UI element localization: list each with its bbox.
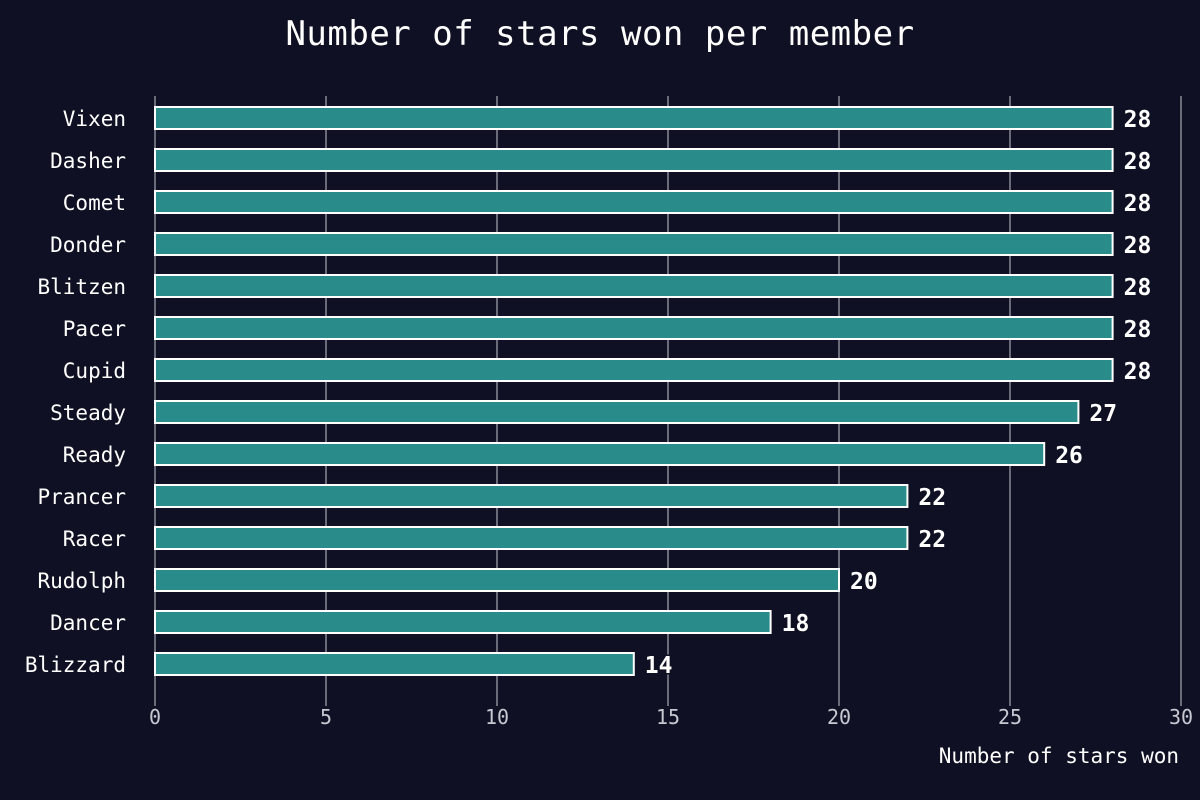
bar <box>154 652 635 676</box>
category-label: Donder <box>50 233 126 257</box>
value-label: 28 <box>1124 149 1152 175</box>
value-label: 20 <box>850 569 878 595</box>
x-tick-label: 15 <box>656 705 680 729</box>
chart-title: Number of stars won per member <box>285 14 915 54</box>
value-label: 18 <box>782 611 810 637</box>
value-label: 28 <box>1124 233 1152 259</box>
value-label: 27 <box>1089 401 1117 427</box>
bar <box>154 610 772 634</box>
x-tick-label: 25 <box>998 705 1022 729</box>
value-label: 22 <box>918 527 946 553</box>
value-label: 28 <box>1124 317 1152 343</box>
category-label: Rudolph <box>37 569 126 593</box>
bar <box>154 274 1114 298</box>
bar <box>154 148 1114 172</box>
x-axis-label: Number of stars won <box>939 744 1179 768</box>
bar <box>154 526 909 550</box>
bar <box>154 442 1046 466</box>
bar <box>154 400 1080 424</box>
category-label: Comet <box>63 191 126 215</box>
category-labels: Vixen Dasher Comet Donder Blitzen Pacer Cupid S… <box>25 107 126 677</box>
x-tick-label: 10 <box>485 705 509 729</box>
category-label: Dasher <box>50 149 126 173</box>
bar <box>154 190 1114 214</box>
category-label: Racer <box>63 527 126 551</box>
category-label: Blitzen <box>37 275 126 299</box>
x-tick-label: 5 <box>320 705 332 729</box>
category-label: Blizzard <box>25 653 126 677</box>
category-label: Cupid <box>63 359 126 383</box>
bar <box>154 358 1114 382</box>
category-label: Prancer <box>37 485 126 509</box>
value-label: 28 <box>1124 275 1152 301</box>
bar <box>154 316 1114 340</box>
bar <box>154 106 1114 130</box>
x-tick-label: 20 <box>827 705 851 729</box>
bar <box>154 568 840 592</box>
bar <box>154 484 909 508</box>
value-label: 28 <box>1124 107 1152 133</box>
category-label: Steady <box>50 401 126 425</box>
value-label: 14 <box>645 653 673 679</box>
bar <box>154 232 1114 256</box>
value-label: 22 <box>918 485 946 511</box>
category-label: Vixen <box>63 107 126 131</box>
value-label: 26 <box>1055 443 1083 469</box>
category-label: Ready <box>63 443 126 467</box>
x-tick-labels: 0 5 10 15 20 25 30 <box>149 705 1193 729</box>
category-label: Pacer <box>63 317 126 341</box>
value-label: 28 <box>1124 359 1152 385</box>
x-tick-label: 30 <box>1169 705 1193 729</box>
bars <box>154 106 1114 676</box>
category-label: Dancer <box>50 611 126 635</box>
value-label: 28 <box>1124 191 1152 217</box>
x-tick-label: 0 <box>149 705 161 729</box>
